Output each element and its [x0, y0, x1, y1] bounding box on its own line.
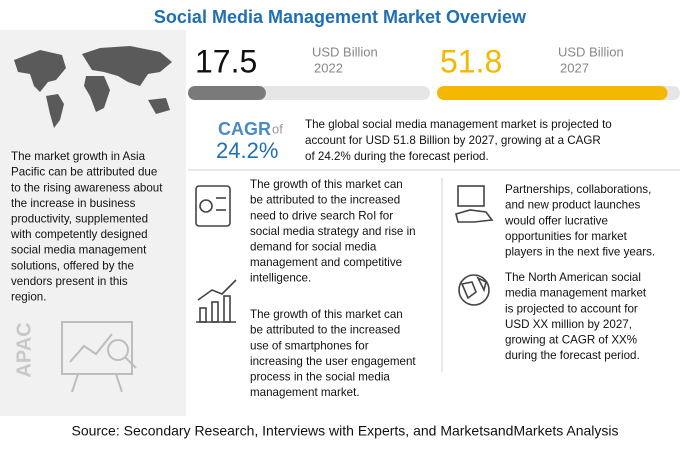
insight-text: is projected to account for: [505, 302, 638, 315]
insight-text: be attributed to the increased: [250, 194, 400, 207]
apac-text: to the rising awareness about: [11, 181, 163, 194]
apac-text: vendors present in this: [11, 275, 128, 288]
insight-text: The growth of this market can: [250, 178, 403, 191]
apac-text: the increase in business: [11, 197, 136, 210]
insight-text: growing at CAGR of XX%: [505, 333, 637, 346]
apac-label: APAC: [13, 322, 35, 377]
apac-text: with competently designed: [10, 228, 148, 241]
insight-text: management and competitive: [250, 256, 402, 269]
insight-text: social media strategy and rise in: [250, 225, 416, 238]
icons: [195, 185, 494, 323]
insight-text: management market.: [250, 386, 360, 399]
metric-bar: [437, 86, 668, 100]
metric-year: 2027: [560, 60, 589, 75]
metric-unit: USD Billion: [558, 44, 624, 59]
title: Social Media Management Market Overview: [154, 7, 527, 27]
cagr-text: account for USD 51.8 Billion by 2027, gr…: [305, 134, 601, 147]
insight-text: process in the social media: [250, 370, 390, 383]
insight-text: use of smartphones for: [250, 339, 369, 352]
insight-text: need to drive search RoI for: [250, 209, 393, 222]
apac-text: region.: [11, 290, 46, 303]
insight-text: opportunities for market: [505, 230, 628, 243]
source: Source: Secondary Research, Interviews w…: [71, 423, 618, 439]
cagr-label: CAGR: [218, 119, 271, 139]
apac-text: solutions, offered by the: [11, 259, 134, 272]
apac-text: social media management: [11, 244, 147, 257]
insight-text: intelligence.: [250, 272, 311, 285]
insight-text: increasing the user engagement: [250, 355, 416, 368]
insight-text: during the forecast period.: [505, 349, 640, 362]
cagr-text: The global social media management marke…: [305, 118, 612, 131]
metric-unit: USD Billion: [312, 44, 378, 59]
insight-text: Partnerships, collaborations,: [505, 183, 651, 196]
apac-icon: [61, 321, 137, 393]
insight-text: The North American social: [505, 271, 641, 284]
insight-text: demand for social media: [250, 240, 377, 253]
cagr-of: of: [272, 121, 283, 136]
metric-year: 2022: [314, 60, 343, 75]
insight-text: would offer lucrative: [504, 214, 608, 227]
apac-text: productivity, supplemented: [11, 212, 148, 225]
cagr-value: 24.2%: [216, 138, 278, 163]
insight-text: media management market: [505, 287, 647, 300]
insight-text: The growth of this market can: [250, 308, 403, 321]
cagr-text: of 24.2% during the forecast period.: [305, 150, 489, 163]
metric-value: 51.8: [440, 43, 502, 79]
metric-bar: [188, 86, 266, 100]
insight-text: players in the next five years.: [505, 245, 655, 258]
insight-text: USD XX million by 2027,: [505, 318, 632, 331]
apac-text: The market growth in Asia: [11, 150, 146, 163]
world-map: [14, 46, 172, 128]
insight-text: and new product launches: [505, 199, 641, 212]
apac-text: Pacific can be attributed due: [11, 166, 157, 179]
metric-value: 17.5: [195, 43, 257, 79]
insight-text: be attributed to the increased: [250, 324, 400, 337]
